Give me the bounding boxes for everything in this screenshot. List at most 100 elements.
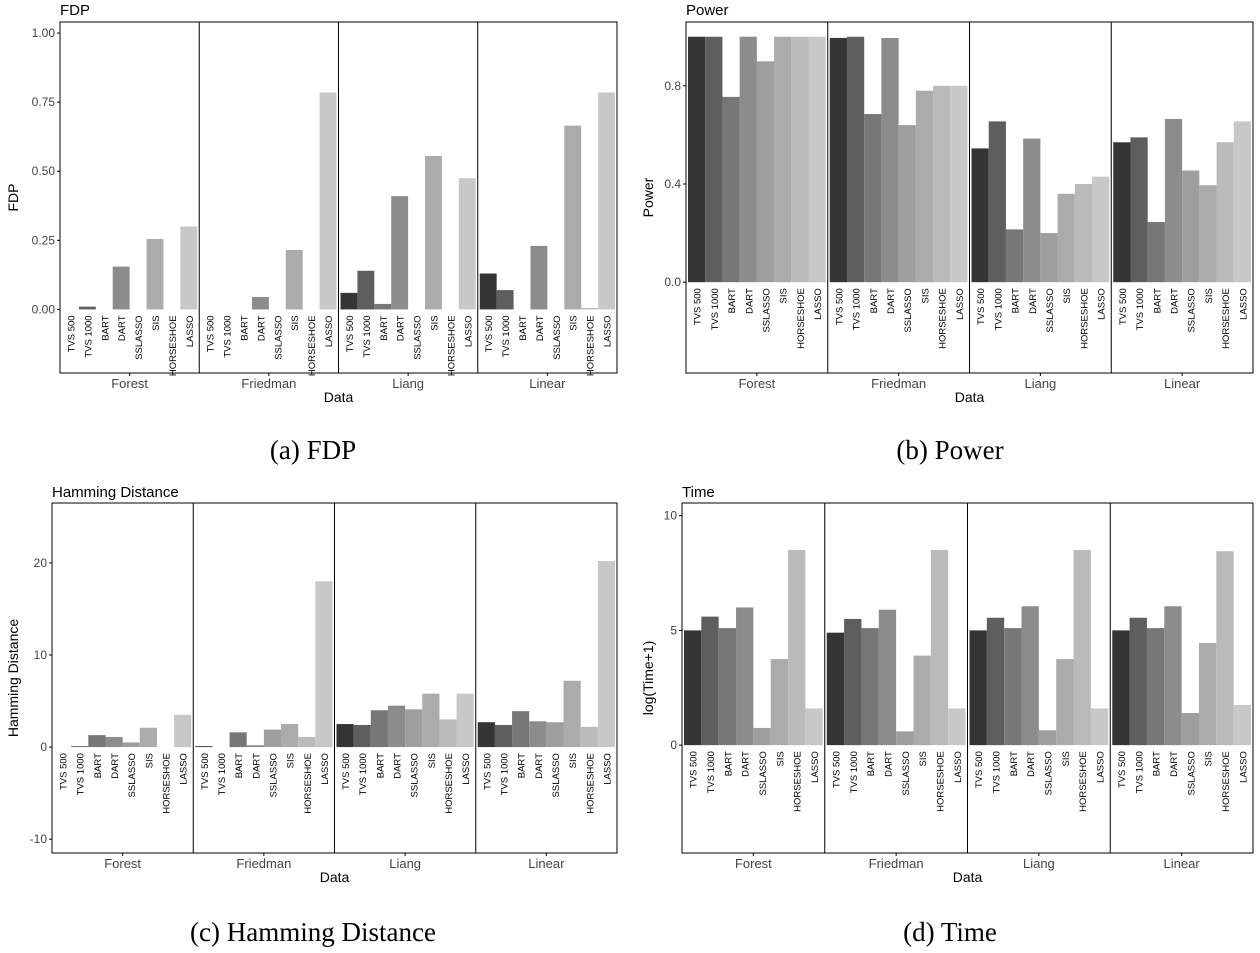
bar-label-power: TVS 500 [1118,288,1129,325]
bar-hamming-linear-7 [597,561,615,748]
bar-fdp-liang-0 [340,292,358,310]
bar-label-power: TVS 1000 [710,288,721,330]
facet-label-hamming: Forest [104,856,141,871]
bar-power-friedman-3 [881,37,899,283]
bar-label-time: BART [723,751,734,776]
bar-label-power: SSLASSO [903,288,914,332]
bar-label-hamming: TVS 500 [482,753,493,790]
bar-fdp-friedman-5 [285,250,303,310]
bar-label-time: SSLASSO [901,751,912,795]
bar-label-fdp: BART [100,315,111,340]
bar-label-hamming: HORSESHOE [585,753,596,814]
bar-label-power: LASSO [1238,288,1249,320]
bar-label-fdp: HORSESHOE [307,315,318,376]
bar-fdp-linear-7 [598,92,615,310]
bar-fdp-linear-1 [496,290,514,310]
bar-label-hamming: SSLASSO [127,753,138,797]
y-tick-label-power: 0.4 [664,177,681,191]
facet-label-power: Forest [738,376,775,391]
bar-label-fdp: TVS 500 [345,315,356,352]
bar-time-linear-7 [1233,704,1251,746]
bar-time-liang-5 [1056,659,1074,746]
bar-time-friedman-7 [948,708,966,746]
bar-time-linear-6 [1216,551,1234,746]
y-tick-label-time: 5 [670,623,677,637]
bar-power-forest-5 [774,36,792,283]
facet-hamming-liang: TVS 500 TVS 1000 BART DART SSLASSO SIS HORSESH… [336,693,474,871]
bar-fdp-liang-5 [425,156,442,310]
bar-hamming-liang-1 [353,724,371,748]
y-tick-label-hamming: -10 [30,832,48,846]
bar-label-hamming: LASSO [461,753,472,785]
chart-title-fdp: FDP [60,2,90,19]
bar-label-power: TVS 1000 [852,288,863,330]
bar-label-time: TVS 1000 [706,751,717,793]
x-axis-label-power: Data [955,389,985,405]
bar-label-fdp: TVS 1000 [501,315,512,357]
chart-title-hamming: Hamming Distance [52,484,179,501]
bar-label-fdp: DART [256,315,267,341]
bar-time-friedman-0 [826,632,845,746]
bar-label-hamming: LASSO [320,753,331,785]
bar-power-friedman-6 [933,85,951,283]
bar-label-time: DART [1169,751,1180,777]
panel-frame-power [685,21,1254,374]
facet-power-linear: TVS 500 TVS 1000 BART DART SSLASSO SIS HORSESH… [1113,118,1251,391]
bar-label-fdp: BART [240,315,251,340]
bar-fdp-forest-7 [180,226,198,310]
bar-label-time: TVS 500 [974,751,985,788]
bar-label-time: SIS [1204,751,1215,766]
bar-label-time: LASSO [810,751,821,783]
bar-label-hamming: TVS 1000 [217,753,228,795]
bar-label-hamming: TVS 1000 [358,753,369,795]
bar-time-friedman-5 [913,655,931,746]
facet-power-forest: TVS 500 TVS 1000 BART DART SSLASSO SIS HORSESH… [688,36,826,391]
bar-time-liang-2 [1004,628,1022,746]
bar-label-power: SSLASSO [761,288,772,332]
bar-label-hamming: DART [110,753,121,779]
bar-time-liang-7 [1090,708,1109,746]
bar-label-power: SIS [920,288,931,303]
bar-label-power: BART [1011,288,1022,313]
bar-time-forest-7 [805,708,823,746]
bar-label-power: LASSO [1097,288,1108,320]
facet-power-friedman: TVS 500 TVS 1000 BART DART SSLASSO SIS HORSESH… [829,36,968,391]
bar-power-forest-4 [756,61,775,283]
bar-hamming-linear-1 [494,724,513,748]
bar-power-liang-6 [1074,184,1093,283]
panel-fdp: FDP FDP 0.00 0.25 0.50 0.75 1.00 TVS 500 TVS 100… [5,2,618,405]
bar-time-friedman-3 [878,609,897,746]
bar-fdp-friedman-3 [251,297,269,310]
facet-time-friedman: TVS 500 TVS 1000 BART DART SSLASSO SIS HORSESH… [826,550,966,871]
bar-label-time: HORSESHOE [935,751,946,812]
facet-label-power: Friedman [871,376,926,391]
bar-label-fdp: HORSESHOE [168,315,179,376]
bar-hamming-friedman-5 [281,724,299,748]
bar-label-hamming: TVS 500 [341,753,352,790]
bar-power-linear-7 [1233,121,1251,283]
bar-label-power: DART [1028,288,1039,314]
bar-power-linear-4 [1182,170,1200,283]
panel-frame-hamming [51,502,618,854]
bar-label-hamming: TVS 500 [59,753,70,790]
bar-label-fdp: TVS 500 [484,315,495,352]
bar-label-power: BART [869,288,880,313]
bar-time-forest-4 [753,727,771,746]
bar-power-liang-4 [1040,233,1058,283]
bar-label-hamming: SSLASSO [268,753,279,797]
bar-label-time: DART [1026,751,1037,777]
bar-time-forest-0 [684,630,702,746]
bar-fdp-linear-3 [530,245,548,310]
bar-fdp-forest-1 [78,306,96,310]
bar-time-linear-3 [1164,606,1182,746]
y-tick-label-hamming: 0 [40,740,47,754]
bar-label-time: DART [883,751,894,777]
bar-label-power: LASSO [955,288,966,320]
facet-hamming-friedman: TVS 500 TVS 1000 BART DART SSLASSO SIS HORSESH… [195,581,333,871]
bar-time-linear-1 [1129,617,1147,746]
bar-hamming-linear-6 [580,726,598,748]
bar-time-friedman-1 [844,618,862,746]
bar-time-linear-4 [1181,713,1199,746]
bar-time-liang-1 [986,617,1005,746]
